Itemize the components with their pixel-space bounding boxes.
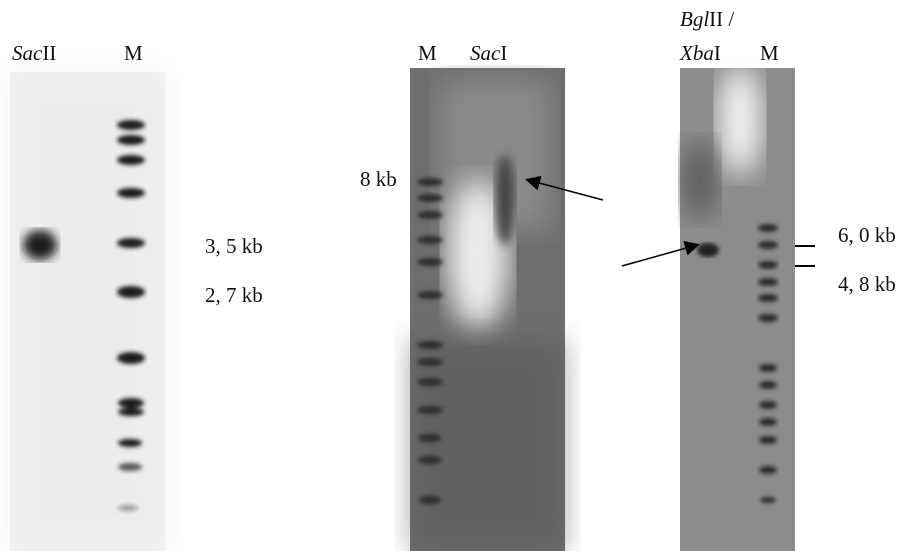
size-label: 8 kb (360, 167, 397, 191)
size-label: 3, 5 kb (205, 234, 263, 258)
lane-label-roman: I (714, 41, 721, 65)
blot-2 (410, 68, 565, 551)
lane-label: M (124, 41, 143, 65)
lane-label-roman: I (500, 41, 507, 65)
blot-1 (10, 72, 165, 551)
arrow (525, 175, 604, 201)
lane-label: M (418, 41, 437, 65)
lane-label: M (760, 41, 779, 65)
lane-label-italic: Sac (12, 41, 43, 65)
size-label: 4, 8 kb (838, 272, 896, 296)
lane-label-roman: II (42, 41, 56, 65)
lane-label: SacII (12, 41, 56, 65)
lane-label-roman: II / (709, 7, 734, 31)
lane-label: BglII / (680, 7, 734, 31)
lane-label: XbaI (679, 41, 721, 65)
lane-label-italic: Sac (470, 41, 501, 65)
size-label: 2, 7 kb (205, 283, 263, 307)
arrow (621, 241, 700, 267)
lane-label: SacI (470, 41, 507, 65)
lane-label-italic: Bgl (680, 7, 709, 31)
lane-label-italic: Xba (679, 41, 714, 65)
blot-3 (680, 65, 795, 551)
size-label: 6, 0 kb (838, 223, 896, 247)
